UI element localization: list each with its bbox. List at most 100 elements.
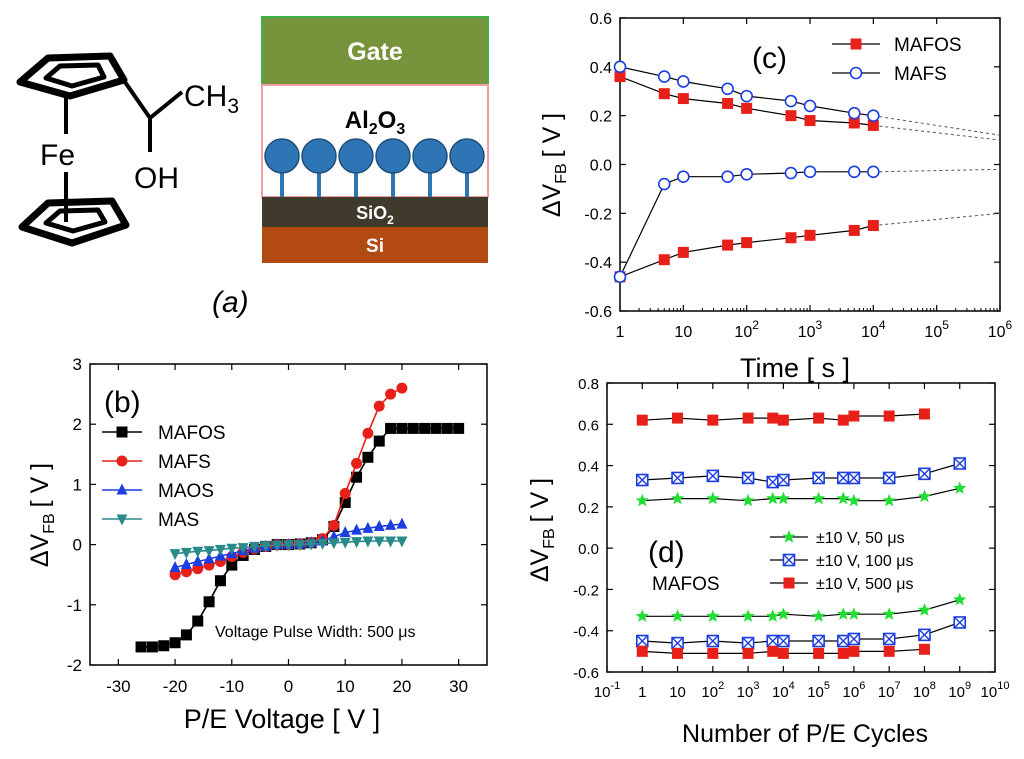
- chart-d-point: [837, 647, 849, 659]
- chart-d-point: [706, 491, 720, 505]
- chart-b-point-mas: [373, 536, 385, 548]
- chart-b-x-label: P/E Voltage [ V ]: [184, 704, 381, 734]
- chart-c-legend-label: MAFS: [894, 64, 947, 85]
- cp-ring-bottom: [18, 197, 130, 247]
- chart-c-legend-marker: [849, 66, 863, 80]
- chart-d-device-label: MAFOS: [652, 574, 720, 595]
- chart-d-point: [671, 636, 684, 650]
- chart-b-legend-marker: [116, 483, 128, 495]
- chart-d-series: [635, 408, 967, 659]
- fe-atom-label: Fe: [40, 139, 75, 172]
- chart-d-point-cross: [918, 628, 931, 641]
- chart-c-frame: [619, 17, 1001, 312]
- chart-c-point-mafos: [658, 88, 670, 100]
- chart-d-x-label: Number of P/E Cycles: [682, 720, 928, 748]
- chart-d-series-line: [642, 599, 960, 617]
- chart-d-xtick-label: 10-1: [594, 680, 620, 701]
- chart-d-point: [953, 481, 967, 494]
- chart-d-point: [636, 645, 648, 657]
- chart-d-point: [706, 469, 720, 483]
- chart-c-point-mafos: [804, 229, 816, 241]
- sio2-layer: [262, 197, 488, 227]
- chart-d-point: [813, 647, 825, 659]
- chart-b-point-mafos: [419, 422, 431, 434]
- chart-b-point-maos: [169, 560, 181, 572]
- molecule-head: [412, 138, 448, 174]
- chart-d-xtick-label: 103: [737, 680, 760, 701]
- chart-d-point: [636, 414, 648, 426]
- chart-b-point-mafos: [351, 471, 363, 483]
- chart-b-point-mafos: [146, 641, 158, 653]
- chart-c-point-mafs: [867, 165, 880, 179]
- chart-c-xtick-label: 105: [924, 318, 949, 341]
- chart-d-point-cross: [812, 635, 825, 648]
- chart-d-point-cross: [766, 476, 779, 489]
- chart-d-legend-label: ±10 V, 100 μs: [816, 553, 913, 570]
- molecule-layer: [264, 138, 485, 197]
- chart-d-point: [836, 634, 850, 648]
- chart-b-point-maos: [396, 517, 408, 529]
- chart-b-point-mas: [305, 539, 317, 551]
- chart-b-point-maos: [351, 523, 363, 535]
- chart-b-point-maos: [385, 518, 397, 530]
- molecule-ferrocene-ethanol: Fe CH3 OH: [16, 52, 239, 247]
- chart-c-panel-label: (c): [752, 42, 787, 75]
- chart-b-point-mafs: [328, 519, 340, 531]
- chart-d-legend: ±10 V, 50 μs ±10 V, 100 μs ±10 V, 500 μs: [770, 530, 913, 593]
- chart-b-legend-marker: [116, 426, 128, 438]
- chart-d-point: [812, 634, 825, 648]
- chart-c-axes: 1 10 102 103 104 105 106 -0.6 -0.4 -0.2 0.0 0.2 0.4 0…: [584, 11, 1012, 341]
- chart-b-xtick-label: -20: [163, 677, 188, 696]
- chart-b-point-mas: [169, 549, 181, 561]
- molecule-head: [264, 138, 300, 174]
- chart-b-point-mas: [214, 544, 226, 556]
- chart-d-point: [670, 491, 685, 505]
- chart-b-point-mafos: [373, 435, 385, 447]
- chart-b-point-mafs: [339, 487, 351, 499]
- sio2-label: SiO2: [356, 203, 394, 227]
- chart-d-point: [918, 408, 930, 420]
- chart-c-point-mafs: [784, 166, 798, 180]
- chart-c-point-mafos: [658, 254, 670, 266]
- chart-d-point: [836, 491, 850, 505]
- chart-b-voltage-sweep: (b) Voltage Pulse Width: 500 μs P/E Volt…: [26, 355, 488, 734]
- chart-c-point-mafs: [803, 165, 817, 179]
- chart-c-xtick-label: 106: [988, 318, 1013, 341]
- chart-c-point-mafs: [740, 167, 753, 181]
- chart-b-legend-marker: [116, 455, 128, 467]
- chart-b-point-mas: [180, 547, 192, 559]
- chart-d-point: [707, 414, 719, 426]
- chart-b-point-mafos: [362, 451, 374, 463]
- chart-d-xtick-label: 105: [807, 680, 830, 701]
- chart-d-point-cross: [953, 457, 966, 470]
- chart-d-xtick-label: 102: [701, 680, 724, 701]
- chart-b-ytick-label: -1: [67, 596, 82, 615]
- chart-d-point: [812, 471, 825, 485]
- chart-d-y-label: ΔVFB[ V ]: [526, 478, 558, 582]
- chart-d-frame: [606, 382, 996, 673]
- chart-c-legend-label: MAFOS: [894, 35, 962, 56]
- chart-d-series-line: [642, 487, 960, 502]
- chart-b-ytick-label: 3: [73, 355, 82, 374]
- chart-d-point: [670, 609, 685, 622]
- chart-d-point: [812, 609, 826, 622]
- chart-d-point: [635, 473, 649, 487]
- chart-d-point: [812, 491, 826, 505]
- chart-b-point-mas: [260, 541, 272, 553]
- chart-d-ytick-label: 0.6: [578, 417, 599, 434]
- chart-c-xtick-label: 10: [674, 324, 692, 341]
- chart-c-point-mafs: [784, 94, 798, 108]
- chart-b-point-mas: [339, 537, 351, 549]
- side-chain-bonds: [116, 70, 184, 121]
- chart-b-point-mafos: [453, 422, 465, 434]
- chart-d-series-line: [642, 621, 960, 644]
- chart-b-xtick-label: 10: [336, 677, 355, 696]
- chart-b-point-mas: [362, 536, 374, 548]
- chart-d-legend-marker: [783, 577, 795, 589]
- chart-d-point: [847, 607, 861, 620]
- oh-label: OH: [134, 162, 179, 195]
- chart-b-point-maos: [180, 557, 192, 569]
- chart-b-point-mafs: [373, 400, 385, 412]
- chart-c-point-mafos: [741, 102, 753, 114]
- gate-label: Gate: [347, 38, 403, 66]
